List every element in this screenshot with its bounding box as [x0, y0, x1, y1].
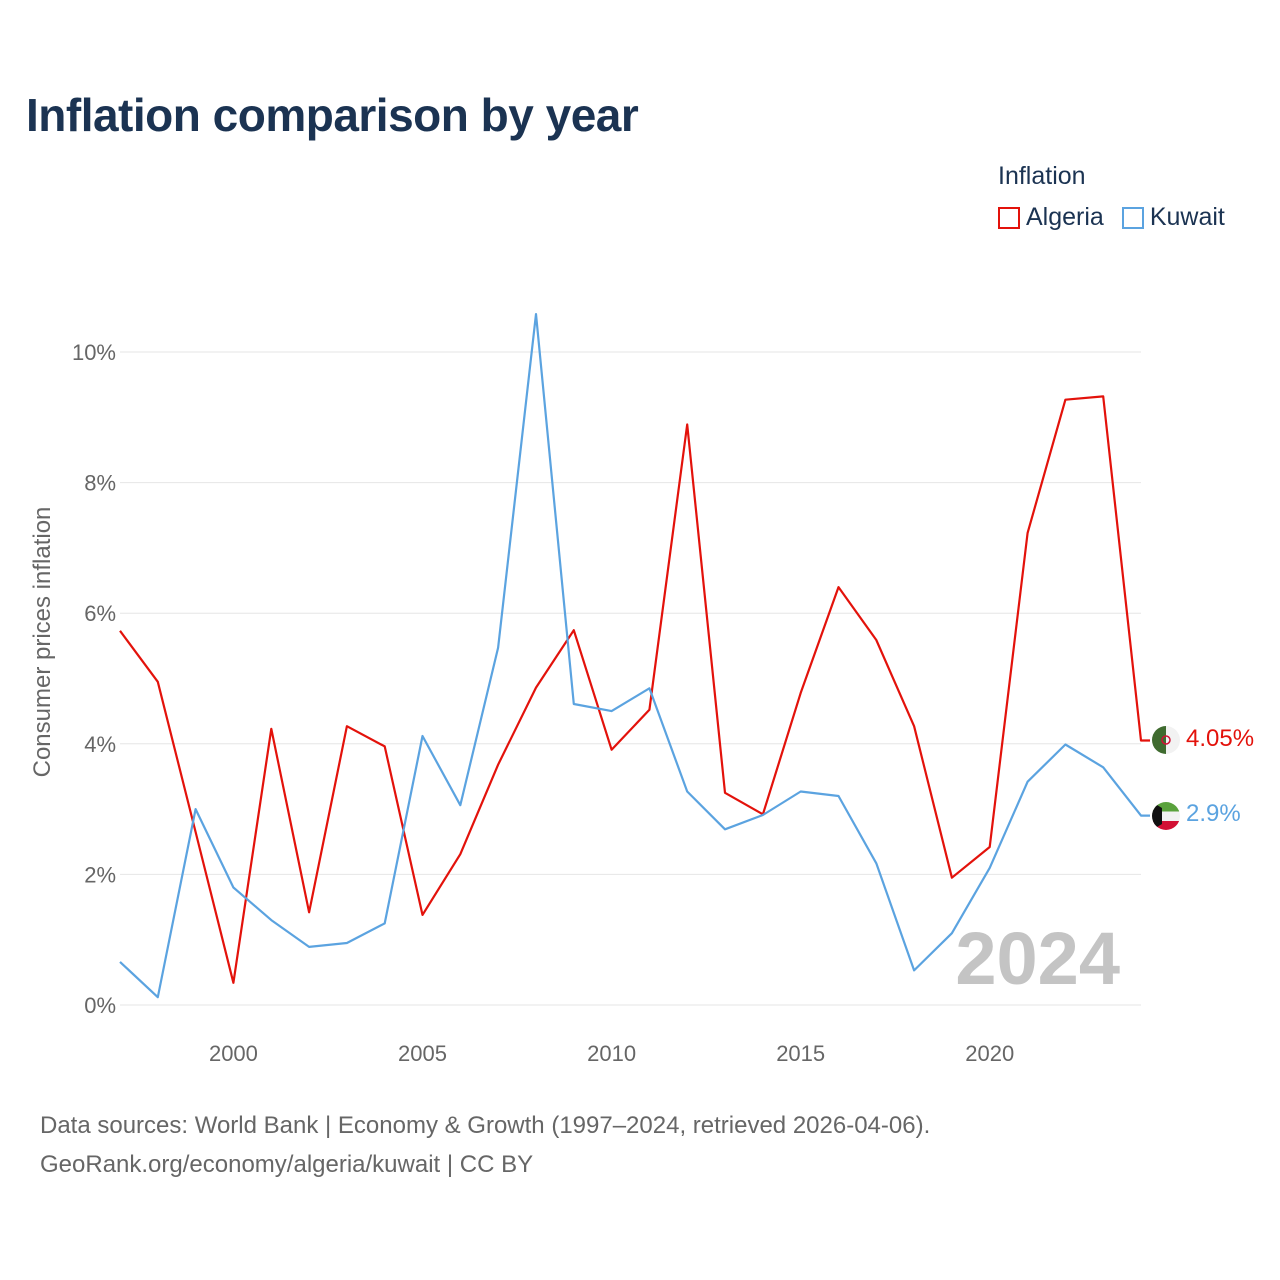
x-tick-label: 2020: [965, 1041, 1014, 1066]
end-label-algeria: 4.05%: [1186, 725, 1254, 752]
legend-label-kuwait: Kuwait: [1149, 203, 1225, 231]
y-tick-label: 10%: [72, 340, 116, 365]
footer: Data sources: World Bank | Economy & Gro…: [40, 1106, 930, 1184]
series-line-algeria: [119, 395, 1150, 984]
x-tick-label: 2015: [776, 1041, 825, 1066]
y-tick-label: 8%: [84, 471, 116, 496]
legend-item-kuwait[interactable]: Kuwait: [1121, 203, 1225, 232]
footer-sources: Data sources: World Bank | Economy & Gro…: [40, 1112, 931, 1139]
algeria-flag-icon: [1152, 726, 1180, 754]
y-tick-label: 6%: [84, 601, 116, 626]
chart-title: Inflation comparison by year: [26, 89, 639, 141]
y-axis-label: Consumer prices inflation: [29, 507, 56, 778]
y-axis-ticks: 0% 2% 4% 6% 8% 10%: [72, 340, 116, 1018]
series-lines: [119, 313, 1150, 999]
legend-swatch-kuwait: [1121, 206, 1144, 229]
legend-swatch-algeria: [998, 206, 1020, 229]
y-tick-label: 2%: [84, 862, 116, 887]
legend: Algeria Kuwait: [998, 203, 1225, 232]
legend-label-algeria: Algeria: [1026, 203, 1104, 231]
x-tick-label: 2000: [209, 1041, 258, 1066]
x-tick-label: 2005: [398, 1041, 447, 1066]
series-line-kuwait: [119, 313, 1150, 999]
x-tick-label: 2010: [587, 1041, 636, 1066]
year-watermark: 2024: [955, 917, 1120, 1000]
legend-title: Inflation: [998, 162, 1086, 190]
kuwait-flag-icon: [1152, 802, 1180, 830]
y-tick-label: 0%: [84, 993, 116, 1018]
footer-attribution: GeoRank.org/economy/algeria/kuwait | CC …: [40, 1151, 534, 1178]
grid-lines: [120, 351, 1141, 1006]
legend-item-algeria[interactable]: Algeria: [998, 203, 1104, 232]
y-tick-label: 4%: [84, 732, 116, 757]
x-axis-ticks: 2000 2005 2010 2015 2020: [209, 1041, 1014, 1066]
end-label-kuwait: 2.9%: [1186, 800, 1241, 827]
